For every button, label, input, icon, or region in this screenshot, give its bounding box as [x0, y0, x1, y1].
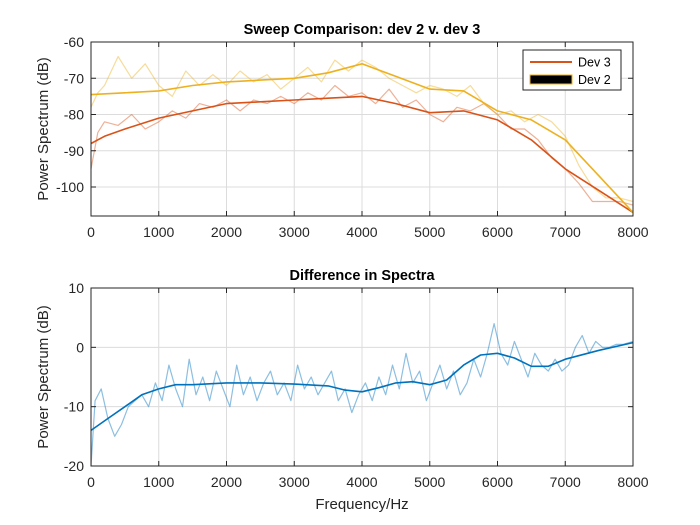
- bottom-series-difference-raw: [90, 323, 634, 467]
- legend-label-dev2: Dev 2: [578, 73, 611, 87]
- top-xtick-label: 6000: [482, 224, 513, 240]
- top-xtick-label: 7000: [550, 224, 581, 240]
- top-xtick-label: 8000: [617, 224, 648, 240]
- bottom-xtick-label: 4000: [346, 474, 377, 490]
- bottom-ytick-label: -20: [64, 458, 84, 474]
- top-ytick-label: -70: [64, 70, 84, 86]
- bottom-plot-xlabel: Frequency/Hz: [315, 496, 408, 513]
- bottom-xtick-label: 0: [87, 474, 95, 490]
- top-series-dev-3-raw: [90, 84, 634, 206]
- top-plot-series: [90, 55, 634, 214]
- top-xtick-label: 5000: [414, 224, 445, 240]
- bottom-xtick-label: 6000: [482, 474, 513, 490]
- top-plot: 0 1000 2000 3000 4000 5000 6000 7000 8000 -100 -90…: [35, 22, 649, 240]
- bottom-plot-ticks: 0 1000 2000 3000 4000 5000 6000 7000 8000 -20 -10 0…: [64, 280, 649, 490]
- bottom-plot-series: [90, 323, 634, 467]
- bottom-xtick-label: 5000: [414, 474, 445, 490]
- bottom-xtick-label: 8000: [617, 474, 648, 490]
- bottom-xtick-label: 2000: [211, 474, 242, 490]
- top-plot-legend: Dev 3 Dev 2: [522, 49, 622, 91]
- top-plot-grid: [90, 41, 634, 216]
- top-plot-ylabel: Power Spectrum (dB): [35, 57, 52, 200]
- top-xtick-label: 0: [87, 224, 95, 240]
- top-ytick-label: -100: [56, 179, 84, 195]
- bottom-plot-ylabel: Power Spectrum (dB): [35, 305, 52, 448]
- top-series-dev-2-smoothed: [90, 62, 634, 213]
- top-plot-ticks: 0 1000 2000 3000 4000 5000 6000 7000 8000 -100 -90…: [56, 34, 649, 240]
- bottom-series-difference-smoothed: [90, 341, 634, 432]
- bottom-ytick-label: 10: [68, 280, 84, 296]
- bottom-ytick-label: 0: [76, 339, 84, 355]
- top-xtick-label: 4000: [346, 224, 377, 240]
- top-series-dev-3-smoothed: [90, 95, 634, 214]
- bottom-ytick-label: -10: [64, 399, 84, 415]
- bottom-plot-title: Difference in Spectra: [289, 268, 435, 284]
- top-ytick-label: -90: [64, 143, 84, 159]
- top-ytick-label: -80: [64, 107, 84, 123]
- bottom-xtick-label: 3000: [279, 474, 310, 490]
- legend-label-dev3: Dev 3: [578, 56, 611, 70]
- top-xtick-label: 2000: [211, 224, 242, 240]
- bottom-plot: 0 1000 2000 3000 4000 5000 6000 7000 8000 -20 -10 0…: [35, 268, 649, 513]
- top-xtick-label: 1000: [143, 224, 174, 240]
- top-plot-title: Sweep Comparison: dev 2 v. dev 3: [244, 22, 481, 38]
- bottom-xtick-label: 7000: [550, 474, 581, 490]
- legend-swatch-dev2: [529, 74, 573, 85]
- top-ytick-label: -60: [64, 34, 84, 50]
- bottom-xtick-label: 1000: [143, 474, 174, 490]
- top-xtick-label: 3000: [279, 224, 310, 240]
